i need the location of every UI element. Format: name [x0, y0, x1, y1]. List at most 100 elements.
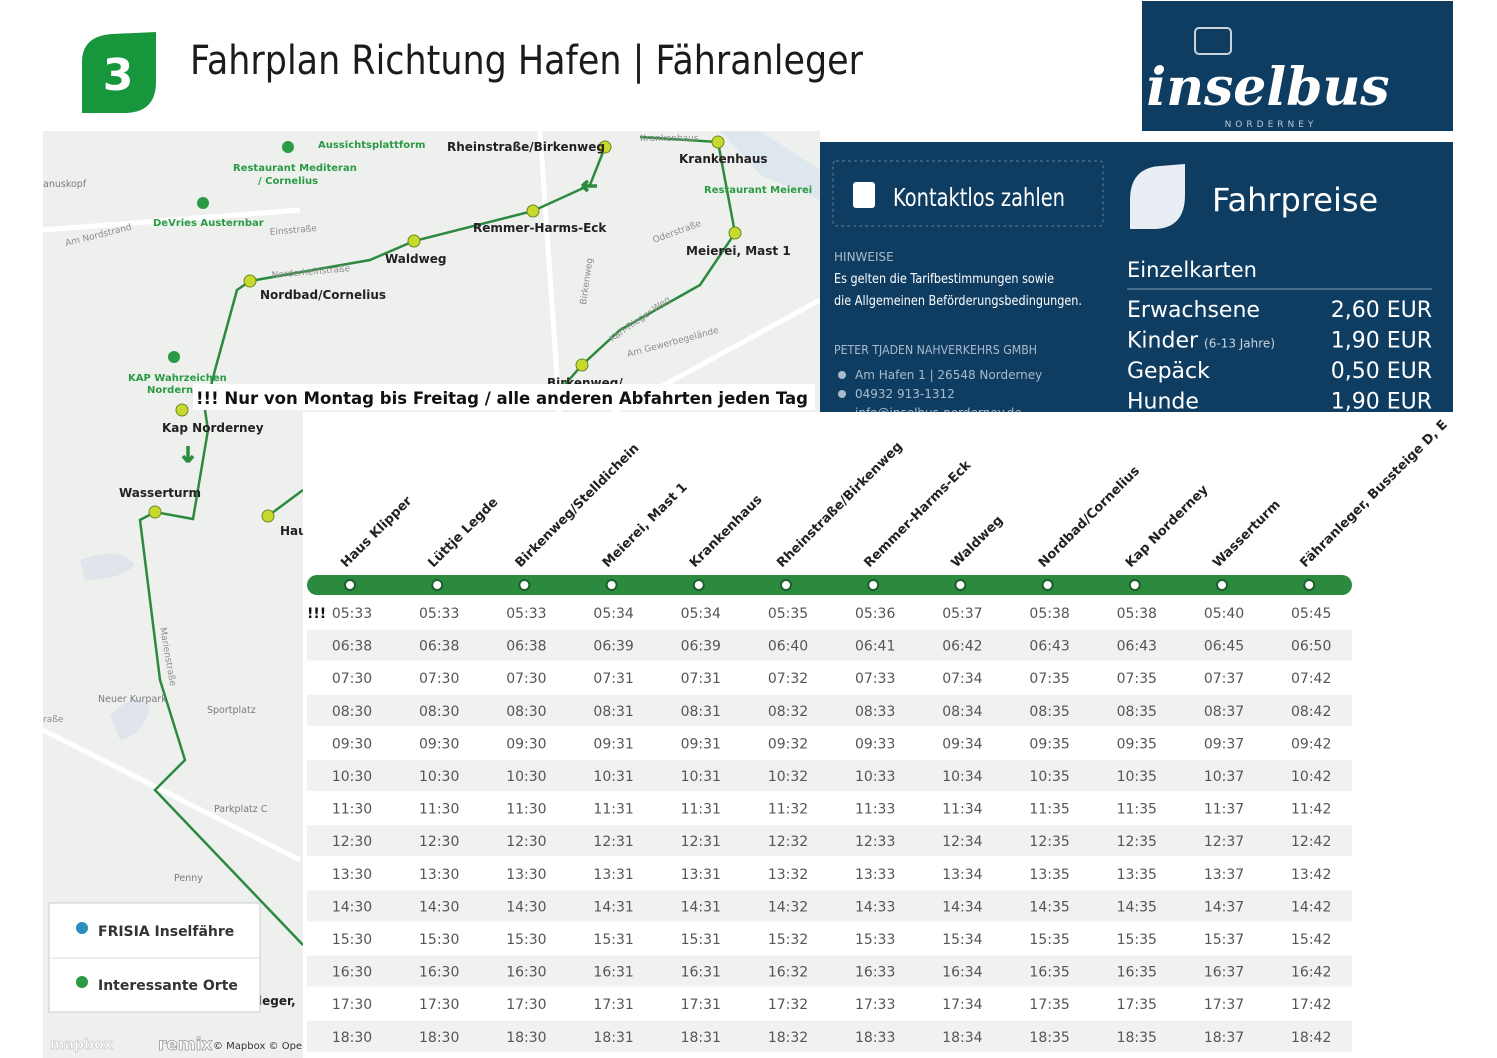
logo-brand: inselbus: [1146, 57, 1389, 118]
company: PETER TJADEN NAHVERKEHRS GMBH: [834, 343, 1037, 357]
departure-time: 17:32: [768, 997, 808, 1013]
departure-time: 18:35: [1117, 1030, 1157, 1046]
map-label: Wasserturm: [119, 486, 201, 500]
departure-time: 18:35: [1029, 1030, 1069, 1046]
departure-time: 12:30: [506, 834, 546, 850]
departure-time: 06:43: [1117, 639, 1157, 655]
stop-icon: [526, 204, 540, 218]
departure-time: 15:30: [506, 932, 546, 948]
map-label: raße: [43, 715, 64, 725]
departure-time: 09:30: [332, 736, 372, 752]
departure-time: 09:42: [1291, 736, 1331, 752]
fares-subtitle: Einzelkarten: [1127, 258, 1257, 282]
departure-time: 13:30: [419, 867, 459, 883]
row-shade: [307, 1020, 1352, 1052]
departure-time: 09:30: [506, 736, 546, 752]
departure-time: 05:35: [768, 606, 808, 622]
route-bar: [307, 575, 1352, 595]
notice-box: [193, 384, 815, 410]
departure-time: 10:42: [1291, 769, 1331, 785]
page-title: Fahrplan Richtung Hafen | Fähranleger: [190, 38, 863, 84]
departure-time: 15:31: [593, 932, 633, 948]
departure-time: 15:33: [855, 932, 895, 948]
departure-time: 14:35: [1029, 899, 1069, 915]
departure-time: 07:33: [855, 671, 895, 687]
map-label: Einsstraße: [269, 224, 317, 238]
departure-time: 16:32: [768, 965, 808, 981]
map-label: Rheinstraße/Birkenweg: [447, 140, 605, 154]
departure-time: 14:30: [332, 899, 372, 915]
contactless-icon: [853, 182, 875, 208]
map-roads: [41, 130, 822, 863]
map-label: DeVries Austernbar: [153, 218, 264, 229]
map-water: [720, 131, 820, 200]
fares-icon: [1130, 164, 1185, 229]
logo-sub: NORDERNEY: [1225, 120, 1318, 130]
departure-time: 16:35: [1029, 965, 1069, 981]
departure-time: 12:42: [1291, 834, 1331, 850]
departure-time: 14:30: [506, 899, 546, 915]
stop-dot: [605, 579, 618, 591]
stop-icon: [598, 140, 612, 154]
departure-time: 08:42: [1291, 704, 1331, 720]
departure-time: 15:35: [1117, 932, 1157, 948]
map-credit: © Mapbox © Ope: [213, 1041, 302, 1052]
departure-time: 16:31: [681, 965, 721, 981]
departure-time: 11:32: [768, 802, 808, 818]
departure-time: 11:31: [681, 802, 721, 818]
stop-icon: [728, 226, 742, 240]
row-shade: [307, 760, 1352, 791]
departure-time: 10:30: [332, 769, 372, 785]
departure-time: 16:34: [942, 965, 982, 981]
departure-time: 13:37: [1204, 867, 1244, 883]
departure-time: 11:31: [593, 802, 633, 818]
departure-time: 06:42: [942, 639, 982, 655]
departure-time: 13:34: [942, 867, 982, 883]
row-marker: !!!: [307, 606, 326, 622]
departure-time: 12:37: [1204, 834, 1244, 850]
departure-time: 13:31: [681, 867, 721, 883]
departure-time: 11:42: [1291, 802, 1331, 818]
stop-icons: [148, 135, 742, 523]
departure-time: 06:43: [1029, 639, 1069, 655]
departure-time: 13:42: [1291, 867, 1331, 883]
departure-time: 17:37: [1204, 997, 1244, 1013]
departure-time: 14:32: [768, 899, 808, 915]
departure-time: 06:50: [1291, 639, 1331, 655]
departure-time: 09:33: [855, 736, 895, 752]
stop-dot: [1128, 579, 1141, 591]
departure-time: 10:33: [855, 769, 895, 785]
fare-price: 0,50 EUR: [1331, 359, 1432, 384]
departure-time: 06:38: [419, 639, 459, 655]
fare-note: (6-13 Jahre): [1204, 337, 1275, 351]
departure-time: 09:31: [681, 736, 721, 752]
departure-time: 18:30: [419, 1030, 459, 1046]
stop-icon: [711, 135, 725, 149]
departure-time: 15:34: [942, 932, 982, 948]
note-line: Es gelten die Tarifbestimmungen sowie: [834, 272, 1054, 287]
departure-time: 14:37: [1204, 899, 1244, 915]
map-label: Hau: [280, 524, 307, 538]
departure-time: 16:42: [1291, 965, 1331, 981]
departure-time: 15:37: [1204, 932, 1244, 948]
map-label: Meierei, Mast 1: [686, 244, 791, 258]
departure-time: 10:30: [419, 769, 459, 785]
direction-arrow: [181, 446, 195, 464]
map-label: Restaurant Mediteran: [233, 163, 357, 174]
departure-time: 07:30: [506, 671, 546, 687]
fare-name-text: Gepäck: [1127, 359, 1210, 384]
address: Am Hafen 1 | 26548 Norderney: [855, 368, 1042, 382]
departure-time: 05:38: [1029, 606, 1069, 622]
departure-time: 13:30: [332, 867, 372, 883]
departure-time: 17:30: [506, 997, 546, 1013]
departure-time: 11:37: [1204, 802, 1244, 818]
map-label: Neuer Kurpark: [98, 694, 167, 705]
departure-time: 18:30: [506, 1030, 546, 1046]
departure-time: 14:33: [855, 899, 895, 915]
departure-time: 12:35: [1029, 834, 1069, 850]
departure-time: 05:36: [855, 606, 895, 622]
departure-time: 13:30: [506, 867, 546, 883]
fare-name-text: Erwachsene: [1127, 298, 1260, 323]
departure-time: 07:37: [1204, 671, 1244, 687]
stop-icon: [261, 509, 275, 523]
